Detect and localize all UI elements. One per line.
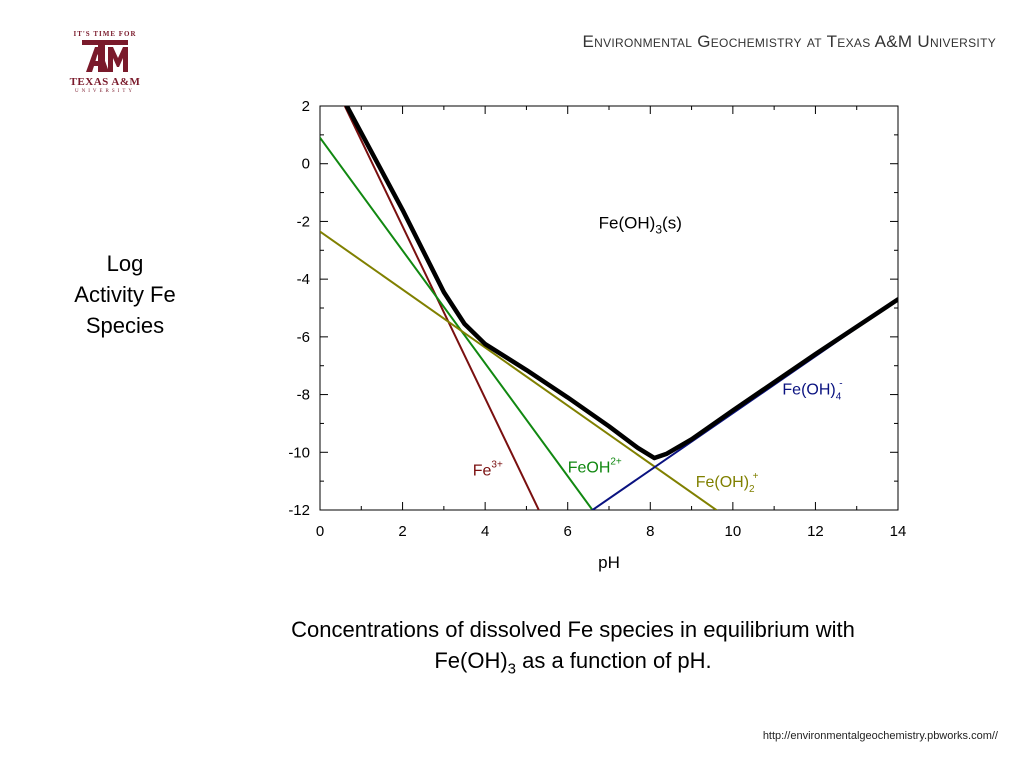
x-tick-label: 10 (725, 523, 742, 540)
y-tick-label: -10 (288, 444, 310, 461)
series-label: FeOH2+ (568, 456, 622, 476)
x-tick-label: 4 (481, 523, 489, 540)
series-label: Fe(OH)4 - (782, 379, 842, 403)
series-label-sub: 2 (749, 484, 755, 495)
series-label-sub: 4 (836, 392, 842, 403)
region-label: Fe(OH)3(s) (599, 214, 682, 237)
series-group (320, 106, 898, 510)
caption-line-1: Concentrations of dissolved Fe species i… (291, 617, 855, 642)
region-label-sub: 3 (655, 223, 662, 237)
x-tick-label: 8 (646, 523, 654, 540)
series-label-sup: - (839, 379, 842, 390)
series-line-fe-oh-2- (320, 230, 718, 510)
series-label: Fe(OH)2 + (696, 471, 759, 495)
logo-tagline: IT'S TIME FOR (73, 30, 137, 38)
region-label-post: (s) (662, 214, 682, 233)
y-axis-title-line: Log (106, 251, 144, 276)
series-label-sup: + (753, 471, 759, 482)
logo-name: TEXAS A&M (69, 76, 141, 88)
source-url[interactable]: http://environmentalgeochemistry.pbworks… (762, 730, 998, 742)
x-tick-label: 0 (316, 523, 324, 540)
tamu-logo: IT'S TIME FOR TEXAS A&M UNIVERSITY (60, 30, 150, 116)
caption-tail: as a function of pH. (516, 648, 712, 673)
figure-caption: Concentrations of dissolved Fe species i… (230, 614, 916, 684)
y-tick-label: -8 (297, 387, 310, 404)
page-header: Environmental Geochemistry at Texas A&M … (582, 32, 996, 51)
region-label-base: Fe(OH) (599, 214, 656, 233)
series-label-base: Fe(OH) (782, 382, 835, 399)
logo-university: UNIVERSITY (75, 89, 135, 94)
y-axis-title-line: Activity Fe (74, 282, 176, 307)
atm-mark-icon (82, 40, 128, 72)
series-label: Fe3+ (473, 459, 503, 479)
series-line-fe3- (343, 106, 540, 510)
plot-frame (319, 105, 899, 511)
x-tick-label: 14 (890, 523, 907, 540)
caption-formula: Fe(OH) (434, 648, 508, 673)
series-label-sup: 3+ (491, 459, 503, 470)
caption-line-2: Fe(OH)3 as a function of pH. (230, 645, 916, 684)
x-tick-label: 2 (398, 523, 406, 540)
series-label-base: Fe (473, 462, 492, 479)
y-tick-label: -4 (297, 271, 310, 288)
y-tick-label: -6 (297, 329, 310, 346)
y-axis-title: Log Activity Fe Species (60, 248, 190, 341)
series-line-total (344, 106, 898, 461)
caption-formula-sub: 3 (507, 660, 516, 678)
y-tick-label: 2 (302, 98, 310, 115)
series-label-sup: 2+ (610, 456, 622, 467)
y-axis-title-line: Species (85, 313, 165, 338)
y-tick-label: 0 (302, 156, 310, 173)
series-line-feoh2- (320, 136, 594, 510)
x-tick-label: 6 (564, 523, 572, 540)
series-label-base: FeOH (568, 459, 611, 476)
x-tick-label: 12 (807, 523, 824, 540)
series-label-base: Fe(OH) (696, 474, 749, 491)
y-tick-label: -12 (288, 502, 310, 519)
x-axis-title: pH (598, 553, 620, 572)
y-tick-label: -2 (297, 213, 310, 230)
